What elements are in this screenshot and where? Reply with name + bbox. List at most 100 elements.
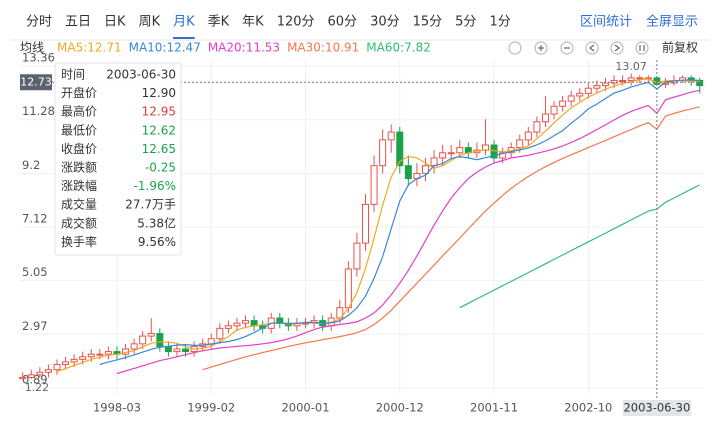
crosshair-date: 2003-06-30 (623, 401, 690, 415)
x-tick-label: 2002-10 (564, 401, 612, 415)
candle-body (661, 82, 669, 85)
ma-line (459, 184, 700, 309)
candle-body (344, 268, 352, 309)
tooltip-value: 2003-06-30 (106, 68, 176, 82)
candle-body (362, 203, 369, 244)
candle-body (559, 100, 567, 107)
x-tick-label: 2001-11 (470, 401, 518, 415)
tooltip-label: 时间 (61, 68, 85, 82)
tooltip-value: 12.90 (142, 86, 176, 100)
candle-body (379, 139, 387, 167)
period-tab[interactable]: 年K (242, 15, 264, 30)
ma-line (99, 79, 700, 366)
candle-body (242, 320, 250, 324)
period-tab[interactable]: 120分 (277, 15, 315, 30)
candle-body (207, 338, 215, 345)
crosshair-price-box (20, 74, 52, 91)
candle-body (499, 152, 507, 159)
period-tab[interactable]: 1分 (489, 15, 510, 30)
candle-body (404, 165, 412, 180)
active-tab-underline (173, 37, 195, 39)
period-tab[interactable]: 5分 (455, 15, 476, 30)
candle-body (182, 348, 190, 353)
candle-body (593, 85, 601, 89)
candle-body (216, 327, 224, 340)
header-link[interactable]: 全屏显示 (646, 14, 698, 30)
tooltip-label: 收盘价 (61, 141, 97, 156)
undo-icon[interactable] (508, 41, 522, 55)
candle-body (36, 371, 44, 376)
ma-legend: MA10:12.47 (129, 41, 201, 55)
candle-body (53, 364, 61, 371)
x-tick-label: 1999-02 (187, 401, 235, 415)
candle-body (87, 353, 95, 358)
ma-legend: MA60:7.82 (366, 41, 431, 55)
candle-body (156, 333, 164, 347)
period-tab[interactable]: 日K (104, 15, 126, 30)
candle-body (224, 325, 232, 329)
adjust-toggle[interactable]: 前复权 (662, 40, 698, 55)
zoom-in-icon[interactable] (534, 41, 548, 55)
x-tick-label: 1998-03 (93, 401, 141, 415)
candle-body (130, 343, 138, 350)
candle-body (336, 307, 344, 319)
candle-body (104, 351, 112, 355)
candle-body (601, 82, 609, 87)
candle-body (79, 356, 87, 360)
candle-body (396, 131, 404, 167)
candle-body (387, 131, 395, 141)
y-tick-label: 13.36 (22, 51, 55, 65)
candle-body (164, 345, 172, 353)
candle-body (627, 77, 635, 81)
tooltip-value: 12.65 (142, 142, 176, 156)
candle-body (19, 376, 27, 380)
tooltip-value: 27.7万手 (125, 198, 176, 212)
crosshair-price: 12.73 (20, 75, 52, 88)
period-tab[interactable]: 周K (139, 15, 161, 30)
period-tab[interactable]: 分时 (26, 15, 52, 30)
candle-body (636, 77, 644, 80)
candle-body (96, 353, 104, 356)
candle-body (70, 358, 78, 363)
period-tab[interactable]: 月K (173, 15, 195, 30)
x-tick-label: 2000-01 (281, 401, 329, 415)
min-label: 1.22 (25, 381, 50, 394)
zoom-out-icon[interactable] (560, 41, 574, 55)
candle-body (456, 147, 464, 154)
period-tab[interactable]: 季K (208, 15, 230, 30)
candle-body (430, 157, 438, 167)
tooltip-value: -1.96% (134, 179, 176, 193)
candle-body (139, 335, 147, 345)
tooltip-box (54, 62, 182, 256)
ma-legend: MA20:11.53 (208, 41, 280, 55)
tooltip-label: 涨跌幅 (61, 178, 97, 193)
x-tick-label: 2000-12 (376, 401, 424, 415)
next-arrow (614, 44, 620, 52)
tooltip-value: 12.62 (142, 123, 176, 137)
tooltip-label: 换手率 (61, 234, 97, 249)
y-tick-label: 11.28 (22, 104, 55, 118)
period-tab[interactable]: 60分 (328, 15, 358, 30)
candle-body (421, 165, 429, 174)
ma-legend: MA30:10.91 (287, 41, 359, 55)
candle-body (516, 139, 524, 149)
tooltip-value: 5.38亿 (137, 215, 176, 230)
next-icon[interactable] (610, 41, 624, 55)
tooltip-label: 涨跌额 (61, 160, 97, 175)
prev-icon[interactable] (585, 41, 599, 55)
candle-body (147, 333, 155, 337)
tooltip-value: 12.95 (142, 105, 176, 119)
ma-legend: MA5:12.71 (57, 41, 122, 55)
pause-icon[interactable] (635, 41, 649, 55)
candle-body (550, 105, 558, 115)
ma-line (56, 78, 700, 373)
candle-body (173, 348, 181, 353)
period-tab[interactable]: 五日 (65, 15, 91, 30)
candle-body (584, 87, 592, 94)
candle-body (619, 79, 627, 82)
header-link[interactable]: 区间统计 (580, 15, 632, 30)
toolbar-icons (508, 41, 649, 55)
period-tab[interactable]: 15分 (413, 15, 443, 30)
period-tab[interactable]: 30分 (370, 15, 400, 30)
